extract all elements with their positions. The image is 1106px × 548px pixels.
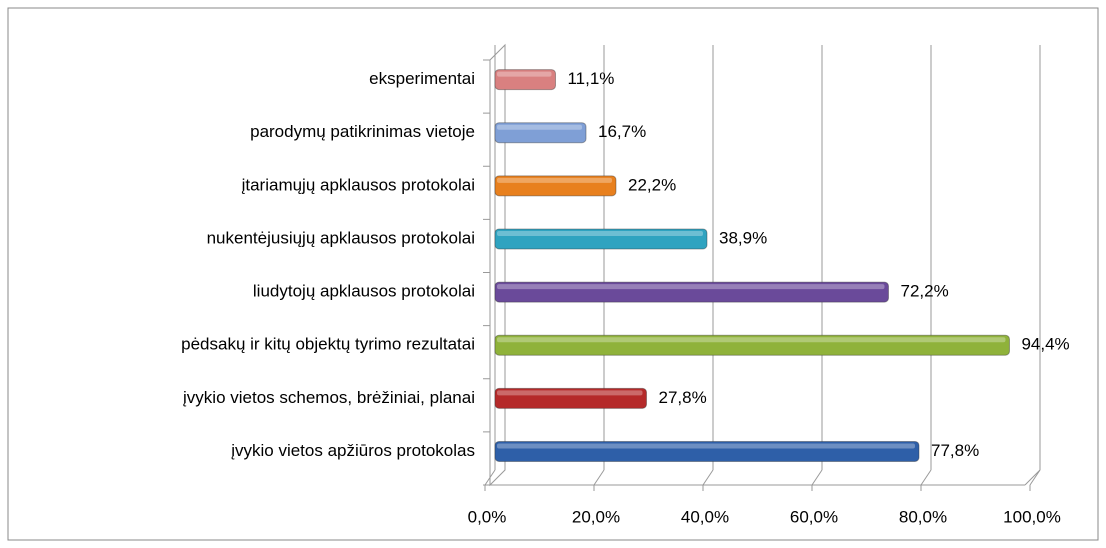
bar: [494, 334, 1010, 356]
bar-highlight: [497, 443, 916, 449]
x-tick-label: 20,0%: [572, 507, 620, 526]
value-label: 94,4%: [1021, 335, 1069, 354]
bar-highlight: [497, 124, 583, 130]
grid-line: [593, 469, 605, 486]
x-tick-label: 80,0%: [899, 507, 947, 526]
bar-highlight: [497, 177, 612, 183]
bar-highlight: [497, 337, 1006, 343]
grid-line: [920, 469, 932, 486]
floor-line: [1024, 469, 1041, 486]
grid-line: [484, 469, 496, 486]
bar-highlight: [497, 71, 552, 77]
y-tick-label: nukentėjusiųjų apklausos protokolai: [207, 228, 475, 247]
y-tick-label: pėdsakų ir kitų objektų tyrimo rezultata…: [181, 335, 475, 354]
y-tick-label: parodymų patikrinimas vietoje: [250, 122, 475, 141]
y-tick-label: įvykio vietos schemos, brėžiniai, planai: [183, 388, 475, 407]
grid-line: [1029, 469, 1041, 486]
value-label: 77,8%: [931, 441, 979, 460]
bar: [494, 122, 587, 144]
x-tick-label: 0,0%: [468, 507, 507, 526]
bar-highlight: [497, 390, 643, 396]
grid-line: [702, 469, 714, 486]
y-tick-label: eksperimentai: [369, 69, 475, 88]
y-tick-label: įvykio vietos apžiūros protokolas: [231, 441, 475, 460]
y-tick-label: liudytojų apklausos protokolai: [253, 282, 475, 301]
value-label: 11,1%: [567, 69, 614, 88]
bar: [494, 281, 889, 303]
grid-line: [811, 469, 823, 486]
bar-highlight: [497, 230, 704, 236]
bar: [494, 387, 648, 409]
value-label: 38,9%: [719, 228, 767, 247]
value-label: 16,7%: [598, 122, 646, 141]
bar: [494, 175, 617, 197]
plot-wall: [489, 43, 506, 487]
value-label: 72,2%: [900, 282, 948, 301]
bar: [494, 440, 920, 462]
bar-highlight: [497, 284, 885, 290]
bar: [494, 69, 556, 91]
value-label: 22,2%: [628, 175, 676, 194]
x-tick-label: 100,0%: [1003, 507, 1061, 526]
x-tick-label: 60,0%: [790, 507, 838, 526]
bar: [494, 228, 708, 250]
y-tick-label: įtariamųjų apklausos protokolai: [242, 175, 475, 194]
value-label: 27,8%: [659, 388, 707, 407]
x-tick-label: 40,0%: [681, 507, 729, 526]
